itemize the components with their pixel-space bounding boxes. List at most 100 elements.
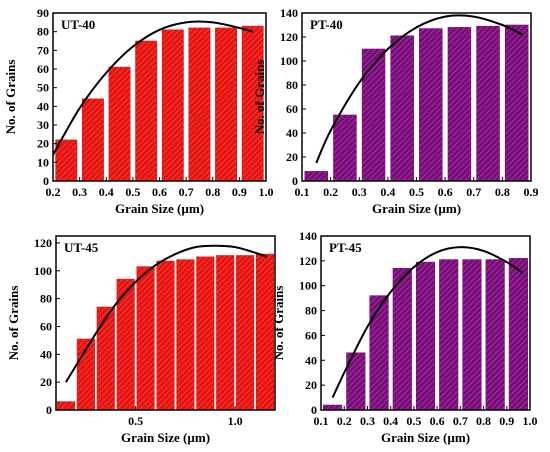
ut40-y-tick-label: 80 xyxy=(37,25,49,39)
pt40-x-tick-label: 0.3 xyxy=(352,185,367,199)
pt40-x-tick-label: 0.8 xyxy=(495,185,510,199)
pt45-bar xyxy=(415,261,436,411)
ut45-y-tick-label: 40 xyxy=(40,347,52,361)
ut40-x-tick-label: 0.8 xyxy=(205,185,220,199)
ut40-x-tick-label: 0.9 xyxy=(232,185,247,199)
pt40-x-tick-label: 0.6 xyxy=(438,185,453,199)
pt45-y-axis-title: No. of Grains xyxy=(271,286,286,361)
pt45-panel-label: PT-45 xyxy=(329,240,362,255)
ut40-bar xyxy=(215,27,238,182)
ut45-bar xyxy=(236,255,255,411)
ut45-fit-curve xyxy=(65,244,268,383)
ut40-x-axis-title: Grain Size (µm) xyxy=(115,201,204,216)
pt40-x-axis-title: Grain Size (µm) xyxy=(372,201,461,216)
pt45-x-axis-title: Grain Size (µm) xyxy=(381,430,470,445)
pt45-bar xyxy=(462,259,482,411)
pt40-x-tick-label: 0.9 xyxy=(524,185,539,199)
pt40-bar xyxy=(304,171,329,182)
ut45-bar xyxy=(56,401,76,411)
ut45-bar xyxy=(156,260,175,411)
pt45-panel: 0.1 0.2 0.3 0.4 0.5 0.6 0.7 0.8 0.9 1.0 0 20 40 60 80 1… xyxy=(271,229,538,445)
ut40-bar xyxy=(81,98,104,182)
pt40-x-tick-label: 0.7 xyxy=(466,185,481,199)
ut45-bar xyxy=(176,259,195,411)
ut40-x-tick-label: 0.7 xyxy=(179,185,194,199)
pt45-y-tick-label: 100 xyxy=(299,279,317,293)
ut45-y-tick-label: 100 xyxy=(34,264,52,278)
pt45-bar xyxy=(508,258,528,411)
ut45-y-tick-label: 20 xyxy=(40,375,52,389)
pt40-fit-curve xyxy=(315,14,523,164)
ut40-y-tick-label: 0 xyxy=(43,174,49,188)
ut45-x-axis-title: Grain Size (µm) xyxy=(121,430,210,445)
pt45-y-tick-label: 20 xyxy=(305,378,317,392)
ut40-y-tick-label: 90 xyxy=(37,6,49,20)
ut40-panel-label: UT-40 xyxy=(61,17,95,32)
ut45-y-tick-label: 60 xyxy=(40,319,52,333)
ut40-y-axis-title: No. of Grains xyxy=(3,60,18,135)
ut40-y-tick-label: 20 xyxy=(37,137,49,151)
ut45-plot-frame xyxy=(55,235,276,411)
ut40-x-tick-label: 0.6 xyxy=(152,185,167,199)
pt45-y-tick-label: 40 xyxy=(305,353,317,367)
pt45-x-tick-label: 0.1 xyxy=(314,414,329,428)
pt45-bar xyxy=(439,259,459,411)
pt40-y-tick-label: 40 xyxy=(286,126,298,140)
ut40-y-tick-label: 70 xyxy=(37,43,49,57)
ut40-x-tick-label: 0.2 xyxy=(46,185,61,199)
ut40-y-tick-label: 10 xyxy=(37,155,49,169)
ut45-panel-label: UT-45 xyxy=(64,240,99,255)
pt45-x-tick-label: 0.9 xyxy=(499,414,514,428)
ut40-x-tick-label: 1.0 xyxy=(259,185,274,199)
pt40-x-tick-label: 0.1 xyxy=(295,185,310,199)
pt45-x-tick-label: 0.2 xyxy=(337,414,352,428)
pt40-bar xyxy=(390,35,414,182)
ut45-bar xyxy=(216,255,235,411)
pt40-bar xyxy=(333,114,357,182)
pt45-bar xyxy=(392,268,412,411)
pt45-fit-curve xyxy=(331,246,524,398)
pt45-y-tick-label: 120 xyxy=(299,254,317,268)
ut40-bar xyxy=(135,40,158,182)
ut45-y-tick-label: 80 xyxy=(40,292,52,306)
pt45-x-tick-label: 0.5 xyxy=(406,414,421,428)
pt45-x-tick-label: 0.6 xyxy=(430,414,445,428)
ut40-bar xyxy=(161,29,184,182)
ut40-y-tick-label: 40 xyxy=(37,99,49,113)
pt45-y-tick-label: 60 xyxy=(305,328,317,342)
ut40-bar xyxy=(188,27,211,182)
ut40-panel: 0.2 0.3 0.4 0.5 0.6 0.7 0.8 0.9 1.0 0 10 20 30 40 50 60… xyxy=(3,6,274,216)
pt40-y-tick-label: 20 xyxy=(286,150,298,164)
ut45-x-tick-label: 1.0 xyxy=(228,414,243,428)
pt40-x-tick-label: 0.4 xyxy=(380,185,395,199)
pt40-panel-label: PT-40 xyxy=(310,17,343,32)
ut45-bar xyxy=(136,266,155,411)
ut40-x-tick-label: 0.5 xyxy=(125,185,140,199)
pt40-panel: 0.1 0.2 0.3 0.4 0.5 0.6 0.7 0.8 0.9 0 20 40 60 80 100 1… xyxy=(252,6,539,216)
pt45-x-tick-label: 0.8 xyxy=(476,414,491,428)
ut40-y-tick-label: 50 xyxy=(37,81,49,95)
pt45-y-tick-label: 80 xyxy=(305,304,317,318)
pt40-bar xyxy=(419,28,443,182)
pt40-y-tick-label: 120 xyxy=(280,30,298,44)
pt45-x-tick-label: 0.4 xyxy=(383,414,398,428)
pt45-x-tick-label: 1.0 xyxy=(523,414,538,428)
pt45-bar xyxy=(369,295,389,411)
ut40-fit-curve xyxy=(52,20,253,156)
ut45-bar xyxy=(196,256,215,411)
pt40-y-tick-label: 140 xyxy=(280,6,298,20)
pt40-y-tick-label: 80 xyxy=(286,78,298,92)
pt40-bar xyxy=(476,25,500,182)
pt40-bar xyxy=(504,24,529,182)
pt40-y-axis-title: No. of Grains xyxy=(252,60,267,135)
ut45-bar xyxy=(96,306,115,411)
ut45-x-tick-label: 0.5 xyxy=(128,414,143,428)
ut40-x-tick-label: 0.3 xyxy=(72,185,87,199)
pt45-y-tick-label: 0 xyxy=(311,403,317,417)
pt40-bar xyxy=(447,27,472,182)
ut45-y-axis-title: No. of Grains xyxy=(6,286,21,361)
pt45-plot-frame xyxy=(320,235,531,411)
pt45-bar xyxy=(485,259,505,411)
pt40-y-tick-label: 60 xyxy=(286,102,298,116)
